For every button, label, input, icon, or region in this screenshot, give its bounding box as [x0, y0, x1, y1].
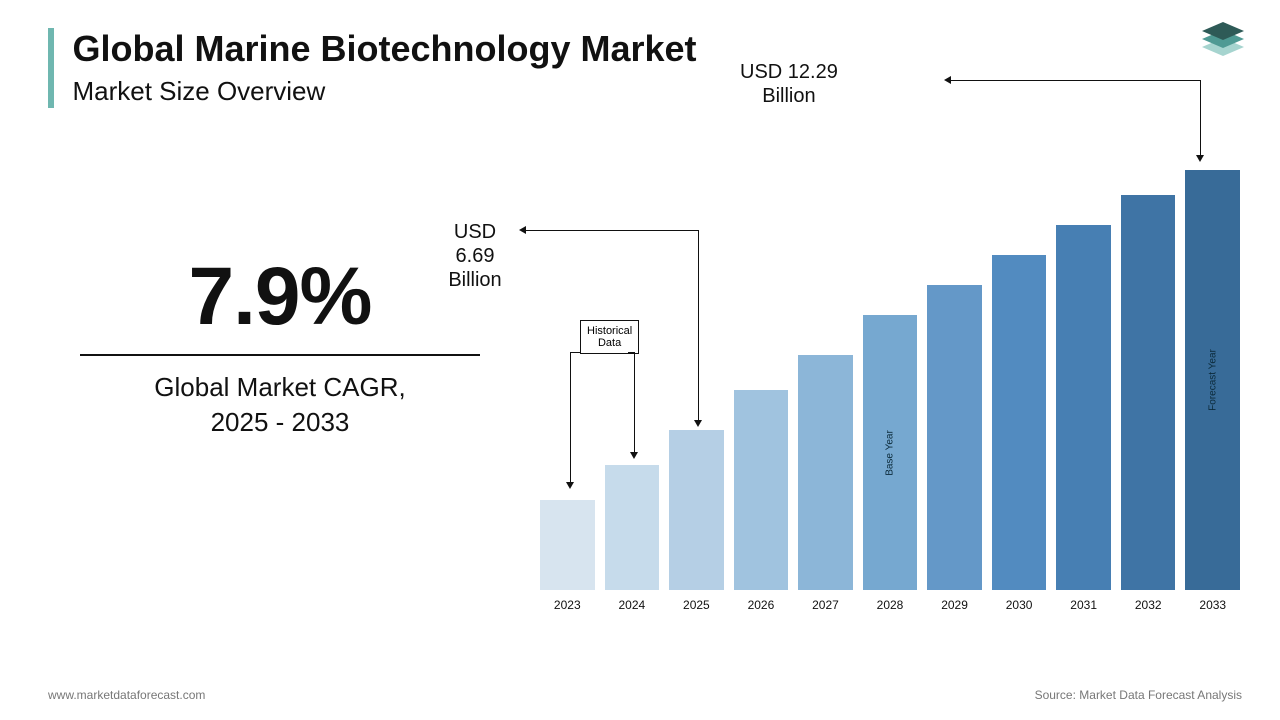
title-block: Global Marine Biotechnology Market Marke…: [72, 28, 696, 107]
start-value-line3: Billion: [448, 269, 501, 291]
cagr-panel: 7.9% Global Market CAGR, 2025 - 2033: [70, 250, 490, 440]
bar: [669, 430, 724, 590]
page-root: Global Marine Biotechnology Market Marke…: [0, 0, 1280, 720]
bar-col: [798, 355, 853, 590]
end-callout-hline: [950, 80, 1200, 81]
x-axis-label: 2033: [1185, 598, 1240, 612]
bar-col: [669, 430, 724, 590]
bar: [798, 355, 853, 590]
brand-logo-icon: [1196, 18, 1250, 77]
bar-col: [1056, 225, 1111, 590]
bar: [927, 285, 982, 590]
cagr-label: Global Market CAGR, 2025 - 2033: [70, 370, 490, 440]
bar-vertical-label: Base Year: [885, 430, 896, 476]
bars-container: Base Year Forecast Year: [540, 170, 1240, 590]
bar: [1121, 195, 1176, 590]
bar-col: [605, 465, 660, 590]
page-title: Global Marine Biotechnology Market: [72, 28, 696, 70]
x-axis-label: 2030: [992, 598, 1047, 612]
page-subtitle: Market Size Overview: [72, 76, 696, 107]
end-value-line2: Billion: [762, 85, 815, 107]
cagr-value: 7.9%: [70, 250, 490, 344]
x-axis-label: 2025: [669, 598, 724, 612]
bar-col: [992, 255, 1047, 590]
end-callout-vline: [1200, 80, 1201, 155]
x-axis-label: 2023: [540, 598, 595, 612]
header: Global Marine Biotechnology Market Marke…: [48, 28, 697, 108]
start-value-line2: 6.69: [456, 245, 495, 267]
x-axis-label: 2026: [734, 598, 789, 612]
cagr-label-line1: Global Market CAGR,: [154, 372, 405, 402]
bar-col: [734, 390, 789, 590]
end-callout-arrow-left-icon: [944, 76, 951, 84]
bar: [605, 465, 660, 590]
bar-vertical-label: Forecast Year: [1207, 349, 1218, 411]
x-axis: 2023 2024 2025 2026 2027 2028 2029 2030 2031 2032…: [540, 598, 1240, 612]
bar-col: [540, 500, 595, 590]
start-value-line1: USD: [454, 221, 496, 243]
bar-chart: USD 12.29 Billion USD 6.69 Billion Histo…: [540, 130, 1240, 630]
x-axis-label: 2029: [927, 598, 982, 612]
bar: [734, 390, 789, 590]
bar: [1056, 225, 1111, 590]
bar-col: Base Year: [863, 315, 918, 590]
x-axis-label: 2024: [605, 598, 660, 612]
end-value-callout: USD 12.29 Billion: [740, 60, 838, 108]
x-axis-label: 2028: [863, 598, 918, 612]
footer-url: www.marketdataforecast.com: [48, 688, 205, 702]
end-value-line1: USD 12.29: [740, 61, 838, 83]
bar: [992, 255, 1047, 590]
bar-col: [927, 285, 982, 590]
title-accent-bar: [48, 28, 54, 108]
start-value-callout: USD 6.69 Billion: [430, 220, 520, 292]
bar-col: Forecast Year: [1185, 170, 1240, 590]
bar-col: [1121, 195, 1176, 590]
bar: [540, 500, 595, 590]
end-callout-arrow-down-icon: [1196, 155, 1204, 162]
x-axis-label: 2032: [1121, 598, 1176, 612]
footer-source: Source: Market Data Forecast Analysis: [1035, 688, 1242, 702]
bar: Base Year: [863, 315, 918, 590]
x-axis-label: 2027: [798, 598, 853, 612]
start-callout-arrow-left-icon: [519, 226, 526, 234]
x-axis-label: 2031: [1056, 598, 1111, 612]
bar: Forecast Year: [1185, 170, 1240, 590]
cagr-divider: [80, 354, 480, 356]
cagr-label-line2: 2025 - 2033: [211, 407, 350, 437]
